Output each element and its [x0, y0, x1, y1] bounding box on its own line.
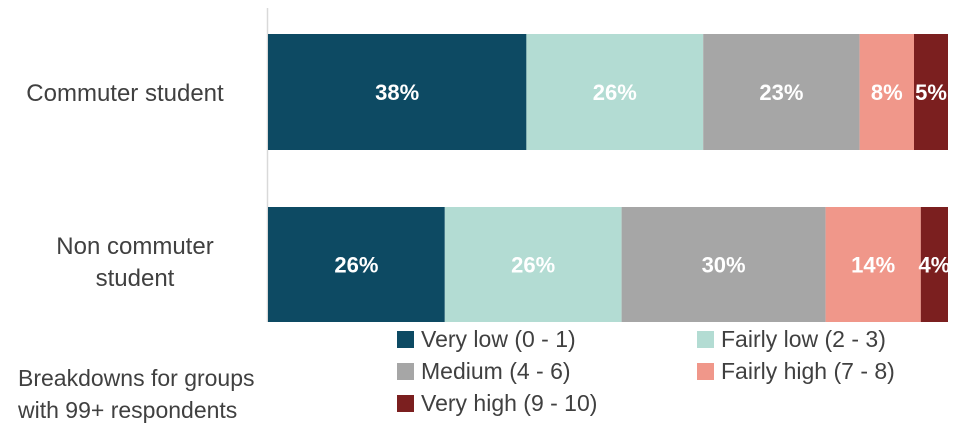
- bar-segment: [920, 207, 948, 322]
- category-label-line: student: [95, 265, 175, 292]
- legend-swatch-very-high: [397, 395, 414, 412]
- data-label: 14%: [851, 253, 895, 278]
- category-label-line: Non commuter: [56, 233, 214, 260]
- data-label: 30%: [702, 253, 746, 278]
- legend-label-very-high: Very high (9 - 10): [421, 390, 598, 416]
- data-label: 23%: [759, 80, 803, 105]
- note-line-2: with 99+ respondents: [18, 397, 238, 423]
- category-label-non-commuter: Non commuter student: [0, 231, 270, 295]
- bar-segment: [621, 207, 826, 322]
- data-label: 5%: [915, 80, 947, 105]
- bar-segment: [825, 207, 921, 322]
- bar-segment: [268, 34, 527, 150]
- bar-segment: [703, 34, 860, 150]
- legend-item-very-low: Very low (0 - 1): [397, 326, 576, 353]
- legend-item-fairly-low: Fairly low (2 - 3): [697, 326, 886, 353]
- legend-label-fairly-low: Fairly low (2 - 3): [721, 326, 886, 352]
- legend-item-medium: Medium (4 - 6): [397, 358, 571, 385]
- bar-segment: [526, 34, 704, 150]
- note-line-1: Breakdowns for groups: [18, 365, 255, 391]
- legend-swatch-fairly-high: [697, 363, 714, 380]
- legend-item-very-high: Very high (9 - 10): [397, 390, 597, 417]
- data-label: 26%: [511, 253, 555, 278]
- legend-item-fairly-high: Fairly high (7 - 8): [697, 358, 895, 385]
- bar-segment: [914, 34, 948, 150]
- data-label: 4%: [919, 253, 951, 278]
- sample-size-note: Breakdowns for groups with 99+ responden…: [18, 362, 255, 426]
- legend-swatch-very-low: [397, 331, 414, 348]
- legend-swatch-fairly-low: [697, 331, 714, 348]
- legend-label-very-low: Very low (0 - 1): [421, 326, 576, 352]
- legend-swatch-medium: [397, 363, 414, 380]
- legend-label-medium: Medium (4 - 6): [421, 358, 571, 384]
- category-label-commuter: Commuter student: [26, 80, 224, 107]
- legend-label-fairly-high: Fairly high (7 - 8): [721, 358, 895, 384]
- data-label: 38%: [375, 80, 419, 105]
- data-label: 8%: [871, 80, 903, 105]
- data-label: 26%: [593, 80, 637, 105]
- data-label: 26%: [334, 253, 378, 278]
- bar-segment: [444, 207, 622, 322]
- bar-segment: [268, 207, 445, 322]
- chart-legend: Very low (0 - 1) Fairly low (2 - 3) Medi…: [397, 322, 957, 422]
- bars-group: 38% 26% 23% 8% 5% 26% 26% 30% 14% 4%: [268, 34, 950, 322]
- bar-segment: [859, 34, 914, 150]
